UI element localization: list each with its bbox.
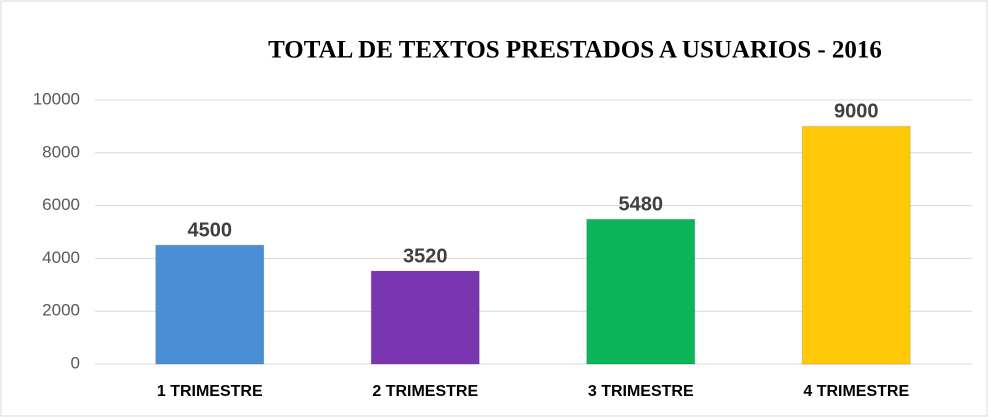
x-tick-label: 4 TRIMESTRE bbox=[803, 383, 909, 400]
y-tick-label: 10000 bbox=[33, 89, 80, 108]
chart-title: TOTAL DE TEXTOS PRESTADOS A USUARIOS - 2… bbox=[268, 37, 882, 64]
y-tick-label: 8000 bbox=[42, 142, 80, 161]
data-label: 4500 bbox=[188, 219, 233, 241]
data-label: 9000 bbox=[834, 101, 879, 123]
bar bbox=[801, 125, 911, 365]
x-tick-label: 3 TRIMESTRE bbox=[588, 383, 694, 400]
bar bbox=[155, 244, 265, 365]
y-tick-label: 4000 bbox=[42, 248, 80, 267]
data-label: 5480 bbox=[619, 194, 664, 216]
x-tick-label: 1 TRIMESTRE bbox=[157, 383, 263, 400]
y-tick-label: 0 bbox=[71, 353, 80, 372]
bar bbox=[370, 270, 480, 365]
y-tick-label: 2000 bbox=[42, 301, 80, 320]
x-tick-label: 2 TRIMESTRE bbox=[372, 383, 478, 400]
y-tick-label: 6000 bbox=[42, 195, 80, 214]
bar bbox=[586, 218, 696, 365]
data-label: 3520 bbox=[403, 245, 448, 267]
